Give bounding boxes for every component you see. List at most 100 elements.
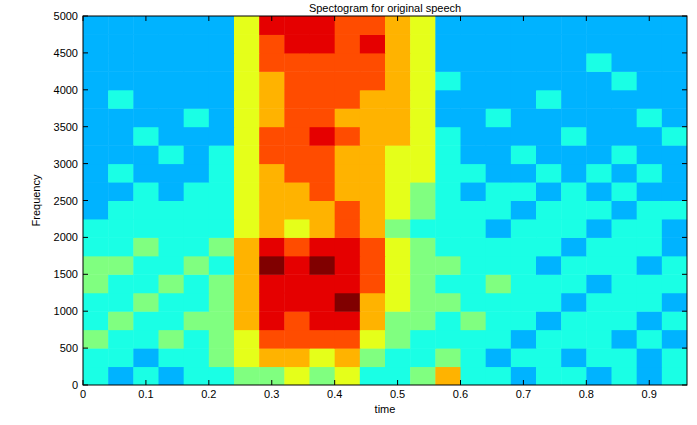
cell xyxy=(561,274,587,293)
cell xyxy=(612,201,638,220)
cell xyxy=(184,164,210,183)
y-tick xyxy=(83,126,88,127)
cell xyxy=(159,311,185,330)
x-tick-label: 0.8 xyxy=(579,388,594,400)
cell xyxy=(259,182,285,201)
cell xyxy=(310,90,336,109)
cell xyxy=(637,293,663,312)
cell xyxy=(83,16,109,35)
cell xyxy=(310,274,336,293)
cell xyxy=(209,348,235,367)
cell xyxy=(234,311,260,330)
y-tick-label: 4000 xyxy=(54,84,78,96)
cell xyxy=(159,71,185,90)
y-tick xyxy=(83,16,88,17)
x-tick xyxy=(586,380,587,385)
cell xyxy=(209,311,235,330)
cell xyxy=(612,71,638,90)
y-tick-label: 2000 xyxy=(54,231,78,243)
cell xyxy=(561,108,587,127)
cell xyxy=(461,274,487,293)
y-tick xyxy=(682,348,687,349)
cell xyxy=(486,108,512,127)
cell xyxy=(133,71,159,90)
cell xyxy=(410,108,436,127)
cell xyxy=(586,182,612,201)
cell xyxy=(385,274,411,293)
cell xyxy=(335,127,361,146)
cell xyxy=(360,164,386,183)
cell xyxy=(184,108,210,127)
cell xyxy=(234,293,260,312)
cell xyxy=(133,108,159,127)
cell xyxy=(133,219,159,238)
cell xyxy=(335,71,361,90)
cell xyxy=(410,71,436,90)
cell xyxy=(511,108,537,127)
cell xyxy=(159,348,185,367)
cell xyxy=(360,330,386,349)
cell xyxy=(360,237,386,256)
cell xyxy=(486,16,512,35)
cell xyxy=(461,127,487,146)
cell xyxy=(662,293,687,312)
cell xyxy=(360,71,386,90)
cell xyxy=(284,256,310,275)
cell xyxy=(184,274,210,293)
cell xyxy=(259,34,285,53)
cell xyxy=(234,164,260,183)
cell xyxy=(511,145,537,164)
cell xyxy=(435,145,461,164)
cell xyxy=(284,274,310,293)
cell xyxy=(184,256,210,275)
cell xyxy=(435,164,461,183)
cell xyxy=(461,145,487,164)
cell xyxy=(133,53,159,72)
cell xyxy=(284,348,310,367)
cell xyxy=(159,274,185,293)
cell xyxy=(536,71,562,90)
cell xyxy=(435,53,461,72)
cell xyxy=(259,108,285,127)
cell xyxy=(184,219,210,238)
cell xyxy=(234,108,260,127)
cell xyxy=(486,293,512,312)
cell xyxy=(410,330,436,349)
cell xyxy=(486,348,512,367)
cell xyxy=(284,237,310,256)
cell xyxy=(108,182,134,201)
y-tick xyxy=(682,126,687,127)
cell xyxy=(435,127,461,146)
cell xyxy=(159,127,185,146)
cell xyxy=(536,311,562,330)
cell xyxy=(435,34,461,53)
cell xyxy=(159,256,185,275)
cell xyxy=(435,71,461,90)
cell xyxy=(133,256,159,275)
cell xyxy=(586,34,612,53)
cell xyxy=(511,367,537,385)
cell xyxy=(561,127,587,146)
y-tick xyxy=(83,274,88,275)
cell xyxy=(108,53,134,72)
cell xyxy=(234,90,260,109)
x-tick xyxy=(145,380,146,385)
cell xyxy=(310,330,336,349)
cell xyxy=(385,90,411,109)
cell xyxy=(637,330,663,349)
cell xyxy=(284,182,310,201)
cell xyxy=(184,182,210,201)
cell xyxy=(234,145,260,164)
cell xyxy=(385,311,411,330)
cell xyxy=(209,145,235,164)
cell xyxy=(486,90,512,109)
cell xyxy=(159,34,185,53)
cell xyxy=(486,71,512,90)
cell xyxy=(108,293,134,312)
cell xyxy=(511,237,537,256)
cell xyxy=(133,237,159,256)
cell xyxy=(435,237,461,256)
cell xyxy=(410,201,436,220)
cell xyxy=(612,311,638,330)
cell xyxy=(133,90,159,109)
